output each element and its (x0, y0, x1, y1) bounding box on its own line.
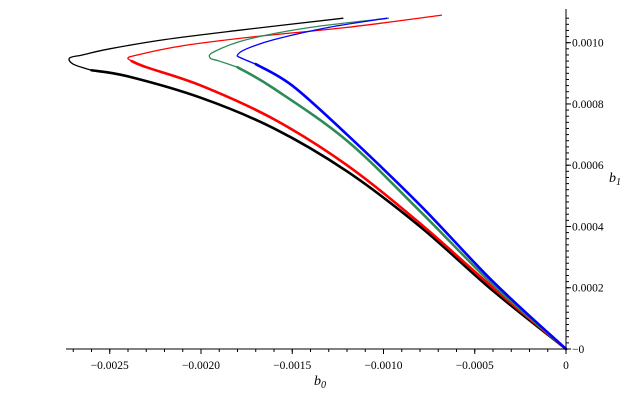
y-tick-label: −0 (572, 344, 584, 356)
y-tick-label: 0.0006 (572, 160, 604, 172)
series-line-thick-4 (254, 62, 568, 351)
series-line-thin-2 (127, 14, 442, 62)
y-tick-label: 0.0008 (572, 99, 604, 111)
x-tick-label: −0.0020 (182, 360, 220, 372)
ticks-layer: −0.0025 −0.0020 −0.0015 −0.0010 −0.0005 0−0 0.… (72, 17, 604, 372)
y-tick-label: 0.0010 (572, 38, 604, 50)
axes-layer (66, 9, 567, 350)
x-tick-label: −0.0025 (91, 360, 129, 372)
y-tick-label: 0.0002 (572, 283, 604, 295)
series-layer (68, 14, 568, 351)
series-line-thin-3 (208, 17, 390, 68)
y-axis-title: b1 (609, 171, 621, 188)
series-line-thin-4 (236, 17, 388, 65)
x-tick-label: −0.0010 (364, 360, 402, 372)
x-tick-label: −0.0005 (456, 360, 494, 372)
series-line-thick-1 (90, 68, 568, 351)
series-line-thin-1 (68, 17, 344, 71)
x-tick-label: 0 (563, 360, 569, 372)
x-tick-label: −0.0015 (273, 360, 311, 372)
x-axis-title: b0 (314, 374, 326, 391)
y-tick-label: 0.0004 (572, 221, 604, 233)
series-line-thick-2 (130, 59, 568, 351)
series-line-thick-3 (236, 65, 568, 351)
